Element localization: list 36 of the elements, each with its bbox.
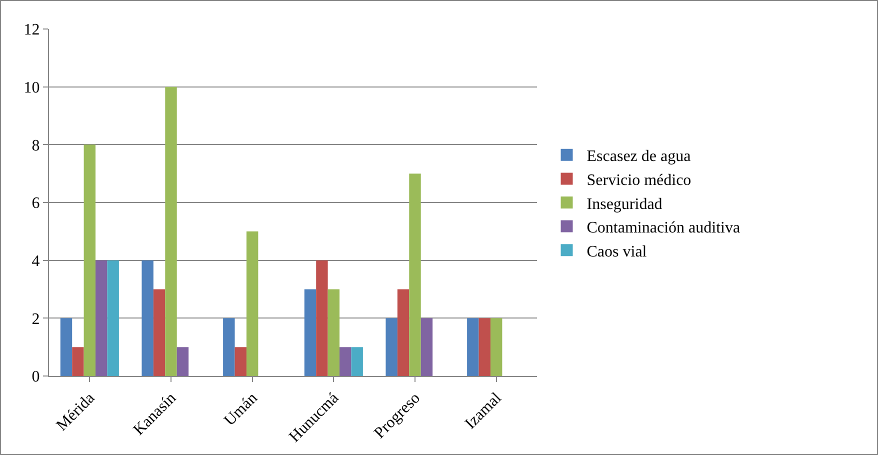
bar [304, 289, 316, 376]
bar [84, 144, 96, 376]
y-tick-label: 6 [32, 195, 40, 212]
bar [223, 318, 235, 376]
bar [176, 347, 189, 376]
bar [72, 347, 84, 376]
bar [234, 347, 246, 376]
bar [60, 318, 72, 376]
bar [467, 318, 479, 376]
legend-label: Servicio médico [586, 172, 692, 189]
bar [107, 260, 119, 376]
legend-label: Inseguridad [586, 196, 662, 213]
bar [351, 347, 363, 376]
bar [316, 260, 328, 376]
bar [328, 289, 340, 376]
bar [340, 347, 352, 376]
bar [96, 260, 108, 376]
legend-label: Caos vial [586, 243, 648, 260]
legend-label: Escasez de agua [586, 148, 691, 166]
legend-label: Contaminación auditiva [586, 220, 740, 237]
y-tick-label: 0 [32, 368, 40, 386]
y-tick-label: 2 [32, 310, 40, 328]
bar [420, 318, 433, 376]
bar [409, 174, 421, 376]
y-tick-label: 8 [32, 137, 40, 154]
bar [142, 260, 154, 376]
y-tick-label: 12 [24, 22, 40, 39]
bar [397, 289, 410, 376]
bar [153, 289, 166, 376]
bar [386, 318, 398, 376]
y-tick-label: 10 [24, 79, 40, 96]
bar [165, 86, 177, 376]
bar [478, 318, 490, 376]
bar [490, 318, 502, 376]
y-tick-label: 4 [32, 252, 40, 270]
bar [246, 231, 258, 376]
